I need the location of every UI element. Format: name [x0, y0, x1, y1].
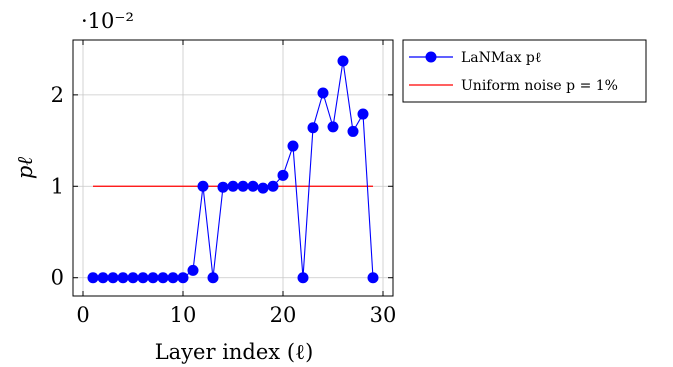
data-point-lanmax	[177, 272, 189, 284]
data-point-lanmax	[247, 180, 259, 192]
data-point-lanmax	[127, 272, 139, 284]
y-axis-title: pℓ	[13, 157, 37, 179]
data-point-lanmax	[97, 272, 109, 284]
series-line-lanmax	[93, 60, 374, 279]
data-point-lanmax	[187, 264, 199, 276]
data-point-lanmax	[347, 125, 359, 137]
plot-area	[87, 55, 379, 284]
data-point-lanmax	[167, 272, 179, 284]
plot-frame	[72, 39, 394, 297]
data-point-lanmax	[277, 169, 289, 181]
data-point-lanmax	[137, 272, 149, 284]
data-point-lanmax	[337, 55, 349, 67]
legend-box	[402, 39, 647, 103]
data-point-lanmax	[307, 122, 319, 134]
x-tick-label: 20	[270, 303, 297, 327]
data-point-lanmax	[367, 272, 379, 284]
data-point-lanmax	[157, 272, 169, 284]
legend-marker-lanmax	[425, 51, 437, 63]
data-point-lanmax	[297, 272, 309, 284]
data-point-lanmax	[237, 180, 249, 192]
data-point-lanmax	[257, 182, 269, 194]
data-point-lanmax	[357, 108, 369, 120]
legend-label-uniform: Uniform noise p = 1%	[461, 78, 618, 94]
data-point-lanmax	[267, 180, 279, 192]
y-tick-label: 2	[51, 83, 64, 107]
y-tick-label: 0	[51, 266, 64, 290]
x-tick-label: 30	[370, 303, 397, 327]
data-point-lanmax	[227, 180, 239, 192]
legend: LaNMax pℓ Uniform noise p = 1%	[402, 39, 647, 103]
data-point-lanmax	[87, 272, 99, 284]
x-axis-title: Layer index (ℓ)	[155, 340, 314, 364]
data-point-lanmax	[327, 121, 339, 133]
data-point-lanmax	[287, 140, 299, 152]
data-point-lanmax	[107, 272, 119, 284]
data-point-lanmax	[117, 272, 129, 284]
data-point-lanmax	[217, 181, 229, 193]
data-point-lanmax	[317, 87, 329, 99]
x-tick-labels: 0 10 20 30	[76, 303, 396, 327]
data-point-lanmax	[207, 272, 219, 284]
data-point-lanmax	[147, 272, 159, 284]
y-tick-labels: 0 1 2	[51, 83, 64, 290]
data-point-lanmax	[197, 180, 209, 192]
x-tick-label: 10	[170, 303, 197, 327]
x-tick-label: 0	[76, 303, 89, 327]
legend-label-lanmax: LaNMax pℓ	[461, 50, 542, 66]
y-tick-label: 1	[51, 174, 64, 198]
y-scale-label: ·10⁻²	[81, 9, 134, 33]
tick-marks	[73, 40, 393, 296]
